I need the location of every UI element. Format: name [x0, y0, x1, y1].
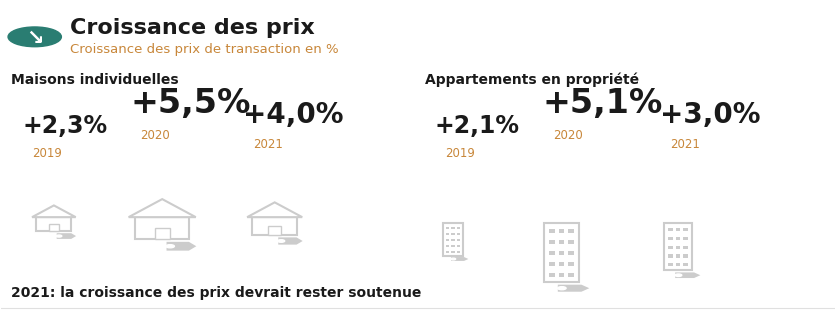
Bar: [549, 240, 554, 244]
Text: 2021: 2021: [253, 138, 283, 151]
Circle shape: [451, 258, 456, 260]
Circle shape: [56, 235, 62, 237]
Bar: [155, 228, 170, 239]
Text: ↘: ↘: [26, 28, 43, 48]
Bar: [558, 273, 564, 277]
Bar: [446, 226, 449, 229]
Bar: [668, 228, 673, 231]
Bar: [451, 251, 455, 253]
Polygon shape: [278, 237, 303, 245]
Bar: [668, 246, 673, 249]
Bar: [558, 240, 564, 244]
Bar: [568, 262, 573, 266]
Bar: [683, 263, 688, 267]
Bar: [549, 229, 554, 233]
Text: 2019: 2019: [445, 147, 475, 160]
Bar: [36, 217, 72, 231]
Bar: [252, 217, 297, 235]
Bar: [568, 251, 573, 255]
Bar: [443, 223, 462, 256]
Text: +2,3%: +2,3%: [23, 114, 107, 138]
Text: 2020: 2020: [140, 129, 171, 142]
Bar: [446, 239, 449, 241]
Bar: [683, 237, 688, 240]
Bar: [675, 254, 681, 258]
Bar: [446, 233, 449, 235]
Bar: [668, 263, 673, 267]
Polygon shape: [32, 206, 76, 217]
Polygon shape: [57, 233, 76, 239]
Bar: [675, 228, 681, 231]
Bar: [668, 254, 673, 258]
Text: 2021: 2021: [670, 138, 700, 151]
Bar: [675, 263, 681, 267]
Bar: [683, 246, 688, 249]
Text: +5,1%: +5,1%: [543, 86, 663, 120]
Text: Maisons individuelles: Maisons individuelles: [12, 73, 179, 87]
Circle shape: [558, 287, 566, 290]
Circle shape: [8, 27, 61, 47]
Bar: [456, 226, 460, 229]
Text: +4,0%: +4,0%: [243, 101, 344, 129]
Bar: [568, 229, 573, 233]
Bar: [446, 245, 449, 247]
Polygon shape: [675, 272, 701, 278]
Text: +2,1%: +2,1%: [435, 114, 520, 138]
Text: Croissance des prix: Croissance des prix: [69, 18, 314, 38]
Bar: [675, 237, 681, 240]
Bar: [558, 229, 564, 233]
Bar: [549, 262, 554, 266]
Bar: [568, 240, 573, 244]
Bar: [135, 217, 189, 239]
Text: Croissance des prix de transaction en %: Croissance des prix de transaction en %: [69, 43, 339, 56]
Bar: [549, 273, 554, 277]
Text: 2019: 2019: [33, 147, 62, 160]
Text: +3,0%: +3,0%: [660, 101, 760, 129]
Bar: [451, 226, 455, 229]
Bar: [451, 233, 455, 235]
Bar: [446, 251, 449, 253]
Bar: [456, 239, 460, 241]
Bar: [456, 233, 460, 235]
Polygon shape: [451, 257, 468, 261]
Bar: [456, 245, 460, 247]
Polygon shape: [247, 202, 303, 217]
Circle shape: [278, 240, 285, 242]
Bar: [558, 262, 564, 266]
Bar: [451, 245, 455, 247]
Bar: [268, 226, 281, 235]
Bar: [451, 239, 455, 241]
Circle shape: [675, 274, 682, 276]
Bar: [668, 237, 673, 240]
Bar: [558, 251, 564, 255]
Polygon shape: [129, 199, 196, 217]
Polygon shape: [558, 285, 589, 292]
Text: 2021: la croissance des prix devrait rester soutenue: 2021: la croissance des prix devrait res…: [12, 286, 422, 300]
Bar: [568, 273, 573, 277]
Bar: [456, 251, 460, 253]
Bar: [543, 223, 579, 282]
Circle shape: [166, 245, 175, 248]
Bar: [664, 223, 692, 270]
Polygon shape: [166, 242, 196, 251]
Text: Appartements en propriété: Appartements en propriété: [425, 73, 639, 87]
Text: 2020: 2020: [553, 129, 583, 142]
Text: +5,5%: +5,5%: [130, 86, 251, 120]
Bar: [683, 228, 688, 231]
Bar: [49, 224, 59, 231]
Bar: [683, 254, 688, 258]
Bar: [549, 251, 554, 255]
Bar: [675, 246, 681, 249]
